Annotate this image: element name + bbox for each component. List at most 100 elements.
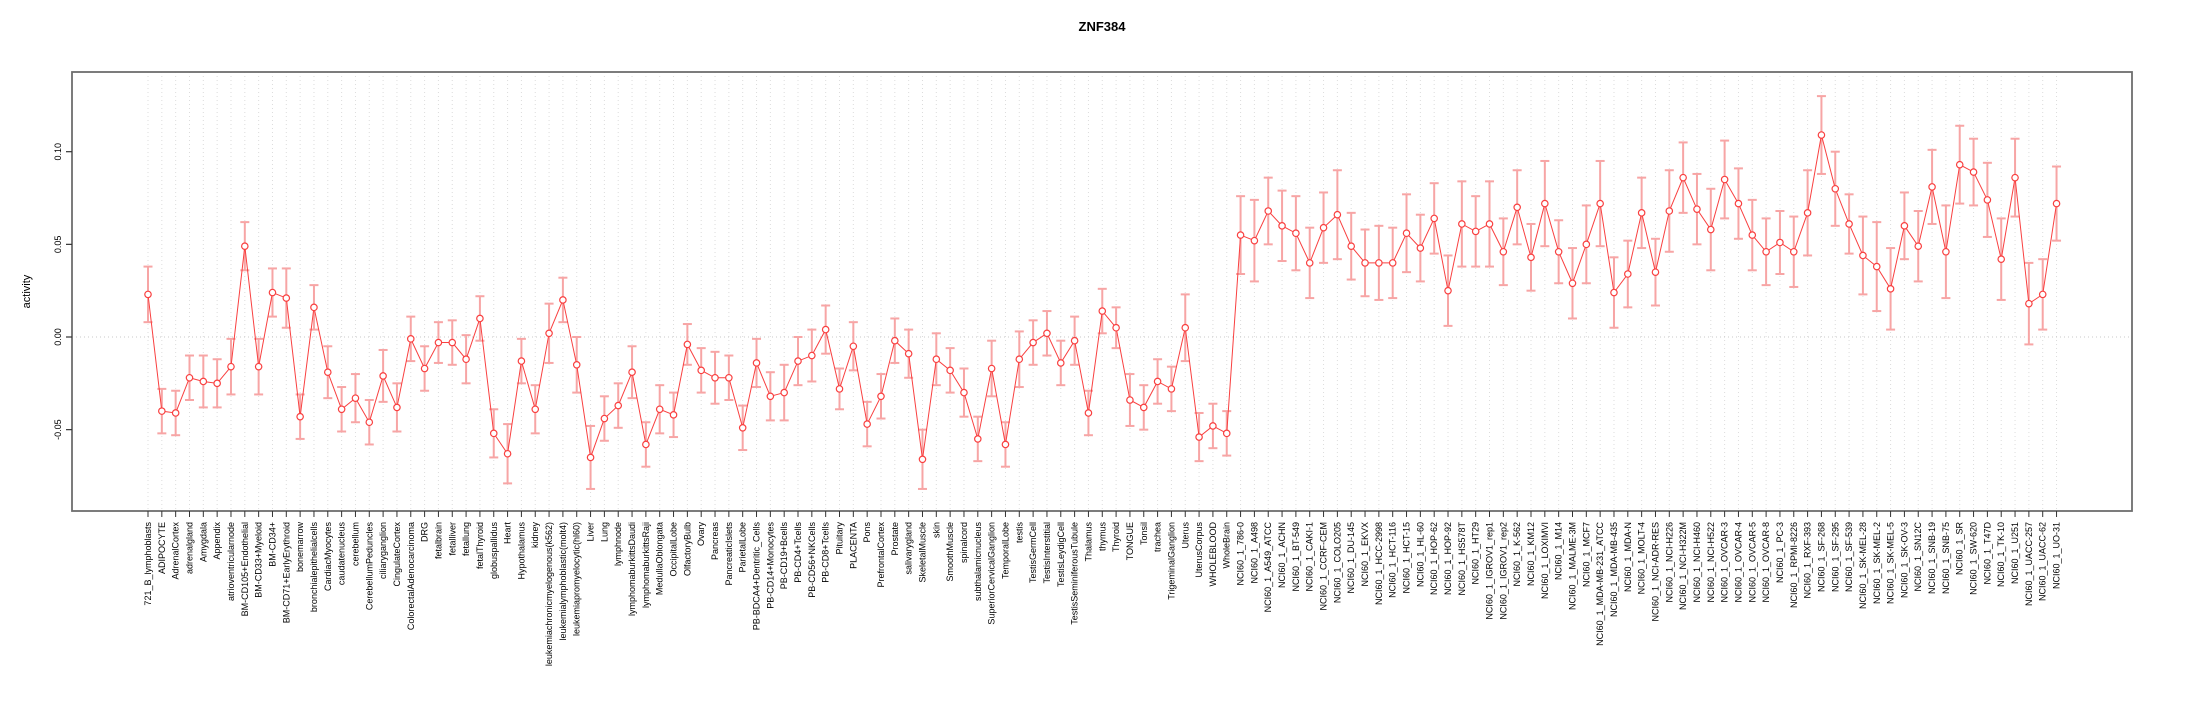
x-tick-label: Hypothalamus (516, 522, 526, 580)
data-point (1361, 259, 1369, 267)
data-point (365, 418, 374, 427)
data-point (1693, 205, 1701, 213)
x-tick-label: NCI60_1_SN12C (1913, 522, 1923, 592)
x-tick-label: NCI60_1_UO-31 (2052, 522, 2062, 589)
data-point (808, 351, 816, 360)
x-tick-label: ColorectalAdenocarcinoma (406, 522, 416, 630)
data-point (1886, 285, 1895, 293)
x-tick-label: NCI60_1_UACC-62 (2038, 522, 2048, 601)
x-tick-label: NCI60_1_SR (1955, 522, 1965, 576)
x-tick-label: NCI60_1_DU-145 (1346, 522, 1356, 594)
x-tick-label: NCI60_1_KM12 (1526, 522, 1536, 586)
x-tick-label: PB-BDCA4+Dentritic_Cells (752, 522, 762, 631)
data-point (946, 366, 954, 375)
x-tick-label: NCI60_1_SF-268 (1816, 522, 1826, 592)
data-point (1015, 355, 1024, 364)
x-tick-label: adrenalgland (184, 522, 194, 574)
data-point (1624, 270, 1632, 278)
data-point (545, 329, 553, 338)
x-tick-label: ciliaryganglion (378, 522, 388, 579)
data-point (420, 364, 429, 373)
x-tick-label: NCI60_1_PC-3 (1775, 522, 1785, 583)
x-tick-label: NCI60_1_CCRF-CEM (1319, 522, 1329, 611)
x-tick-label: skin (931, 522, 941, 538)
data-point (1969, 168, 1978, 176)
x-tick-label: PB-CD8+Tcells (821, 522, 831, 583)
x-tick-label: TestisInterstitial (1042, 522, 1052, 584)
data-point (1527, 253, 1535, 262)
x-tick-label: NCI60_1_EKVX (1360, 522, 1370, 587)
x-tick-label: NCI60_1_U251 (2010, 522, 2020, 584)
x-tick-label: OccipitalLobe (669, 522, 679, 577)
data-point (1610, 288, 1618, 297)
x-tick-label: lymphomaburkittsRaji (641, 522, 651, 608)
data-point (1651, 268, 1660, 276)
x-tick-label: NCI60_1_IGROV1_rep1 (1485, 522, 1495, 620)
data-point (1209, 422, 1217, 430)
data-point (1748, 231, 1757, 239)
data-point (1056, 359, 1065, 367)
x-tick-label: bonemarrow (295, 522, 305, 573)
data-point (766, 392, 775, 401)
x-tick-label: Uterus (1180, 522, 1190, 549)
x-tick-label: NCI60_1_CAKI-1 (1305, 522, 1315, 592)
x-tick-label: NCI60_1_MCF7 (1581, 522, 1591, 587)
x-tick-label: SmoothMuscle (945, 522, 955, 582)
data-point (1471, 227, 1480, 236)
data-points (144, 131, 2061, 464)
data-point (1900, 222, 1909, 230)
x-tick-label: lymphnode (613, 522, 623, 566)
data-point (1637, 209, 1646, 217)
data-point (738, 423, 747, 432)
x-tick-label: TestisSeminiferousTubule (1070, 522, 1080, 625)
data-point (337, 405, 346, 414)
x-tick-label: Prostate (890, 522, 900, 556)
chart-title: ZNF384 (1079, 19, 1127, 34)
data-point (1084, 409, 1093, 417)
data-point (1955, 160, 1964, 169)
data-point (1706, 225, 1715, 234)
data-point (323, 368, 332, 377)
x-tick-label: salivarygland (904, 522, 914, 575)
data-point (1305, 259, 1314, 267)
data-point (1789, 247, 1798, 256)
data-point (1762, 247, 1770, 256)
error-bars (143, 95, 2062, 490)
data-point (794, 357, 802, 365)
data-point (614, 401, 623, 410)
data-point (1499, 247, 1508, 256)
x-tick-label: Pituitary (835, 522, 845, 555)
x-tick-label: Pons (862, 522, 872, 543)
data-point (849, 342, 858, 351)
x-tick-label: WholeBrain (1222, 522, 1232, 569)
gridlines (72, 72, 2132, 511)
data-point (1914, 242, 1923, 251)
x-tick-label: leukemialymphoblastic(molt4) (558, 522, 568, 641)
x-tick-label: NCI60_1_SK-MEL-28 (1858, 522, 1868, 609)
data-point (1928, 183, 1936, 191)
data-point (628, 368, 636, 377)
x-tick-label: NCI60_1_HCT-15 (1402, 522, 1412, 594)
x-tick-label: UterusCorpus (1194, 522, 1204, 578)
data-point (960, 388, 968, 397)
x-tick-label: Tonsil (1139, 522, 1149, 545)
data-point (1292, 229, 1300, 238)
data-point (1139, 403, 1148, 412)
data-point (406, 335, 415, 343)
data-point (1679, 173, 1687, 182)
x-tick-label: NCI60_1_RXF-393 (1803, 522, 1813, 599)
x-tick-label: NCI60_1_SK-MEL-2 (1872, 522, 1882, 604)
x-tick-label: Heart (503, 522, 513, 545)
data-point (241, 242, 249, 251)
x-tick-label: NCI60_1_OVCAR-4 (1733, 522, 1743, 603)
x-tick-label: TestisGermCell (1028, 522, 1038, 583)
x-tick-label: NCI60_1_NCI-H522 (1706, 522, 1716, 603)
data-point (462, 355, 470, 364)
x-tick-label: fetalliver (447, 522, 457, 556)
data-point (185, 373, 194, 382)
x-tick-label: BM-CD33+Myeloid (254, 522, 264, 598)
x-tick-label: NCI60_1_SK-OV-3 (1899, 522, 1909, 598)
x-tick-label: NCI60_1_SK-MEL-5 (1886, 522, 1896, 604)
x-tick-label: spinalcord (959, 522, 969, 563)
x-tick-label: NCI60_1_HT29 (1471, 522, 1481, 585)
